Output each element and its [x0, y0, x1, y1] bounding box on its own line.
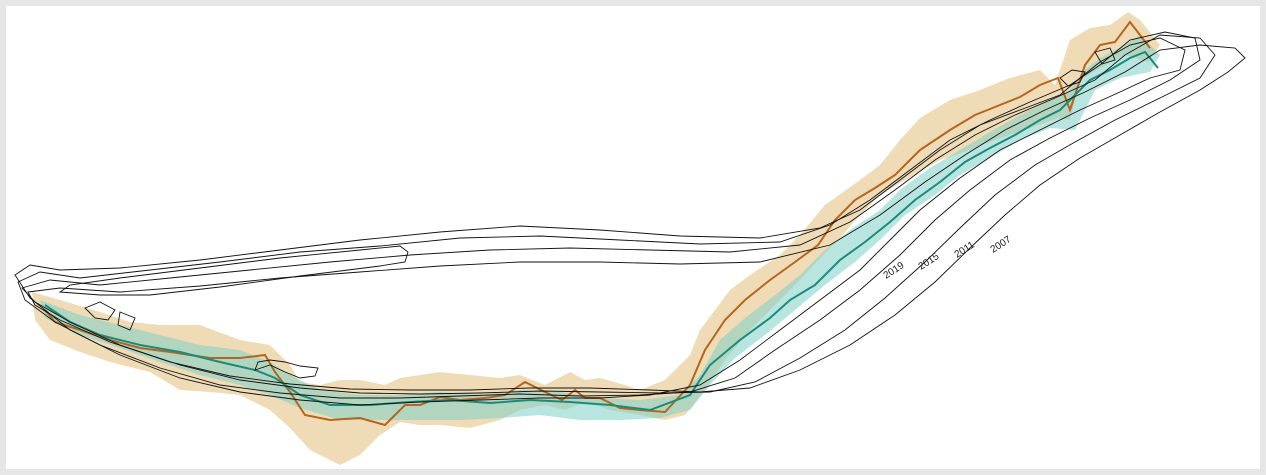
contour-2019	[14, 37, 1186, 406]
contour-label-2011: 2011	[953, 239, 977, 260]
orange-median-line	[44, 20, 1151, 427]
island-outline-3	[254, 359, 319, 379]
contour-2015	[17, 31, 1201, 399]
teal-median-line	[44, 50, 1159, 412]
contour-label-2015: 2015	[917, 251, 942, 273]
island-outline-2	[117, 311, 136, 331]
island-outline-4	[1059, 69, 1086, 87]
contour-outlines	[14, 31, 1246, 406]
contour-2007	[27, 44, 1246, 393]
contour-labels: 2019 2015 2011 2007	[882, 234, 1014, 282]
island-outline-5	[1094, 47, 1116, 65]
contour-label-2019: 2019	[882, 260, 907, 282]
contour-label-2007: 2007	[989, 234, 1014, 256]
inner-bay-outline	[58, 245, 409, 296]
contour-2011	[21, 34, 1216, 395]
island-outline-1	[84, 301, 116, 321]
